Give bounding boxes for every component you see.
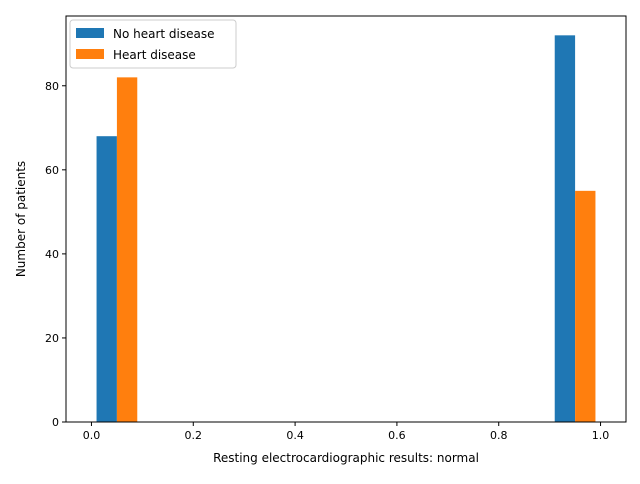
bar-heart-disease-1 [575, 190, 596, 422]
bars-group [96, 35, 596, 423]
legend-swatch [76, 49, 104, 59]
legend-label: No heart disease [113, 27, 215, 41]
plot-frame [65, 15, 627, 423]
y-tick-label: 20 [45, 332, 59, 345]
bar-no-heart-disease-0 [96, 136, 117, 422]
y-tick-label: 80 [45, 80, 59, 93]
y-axis-label: Number of patients [14, 161, 28, 277]
x-tick-label: 1.0 [592, 429, 610, 442]
x-tick-label: 0.6 [388, 429, 406, 442]
y-tick-label: 0 [52, 416, 59, 429]
legend-label: Heart disease [113, 48, 196, 62]
y-tick-label: 40 [45, 248, 59, 261]
bar-no-heart-disease-1 [554, 35, 576, 422]
x-tick-label: 0.0 [83, 429, 101, 442]
x-axis-ticks: 0.0 0.2 0.4 0.6 0.8 1.0 [83, 422, 610, 442]
legend-swatch [76, 28, 104, 38]
x-axis-label: Resting electrocardiographic results: no… [213, 451, 479, 465]
x-tick-label: 0.8 [490, 429, 508, 442]
x-tick-label: 0.2 [185, 429, 203, 442]
legend: No heart disease Heart disease [69, 19, 237, 69]
x-tick-label: 0.4 [286, 429, 304, 442]
y-axis-ticks: 0 20 40 60 80 [45, 80, 66, 429]
legend-box [69, 19, 237, 69]
bar-heart-disease-0 [116, 77, 138, 423]
y-tick-label: 60 [45, 164, 59, 177]
